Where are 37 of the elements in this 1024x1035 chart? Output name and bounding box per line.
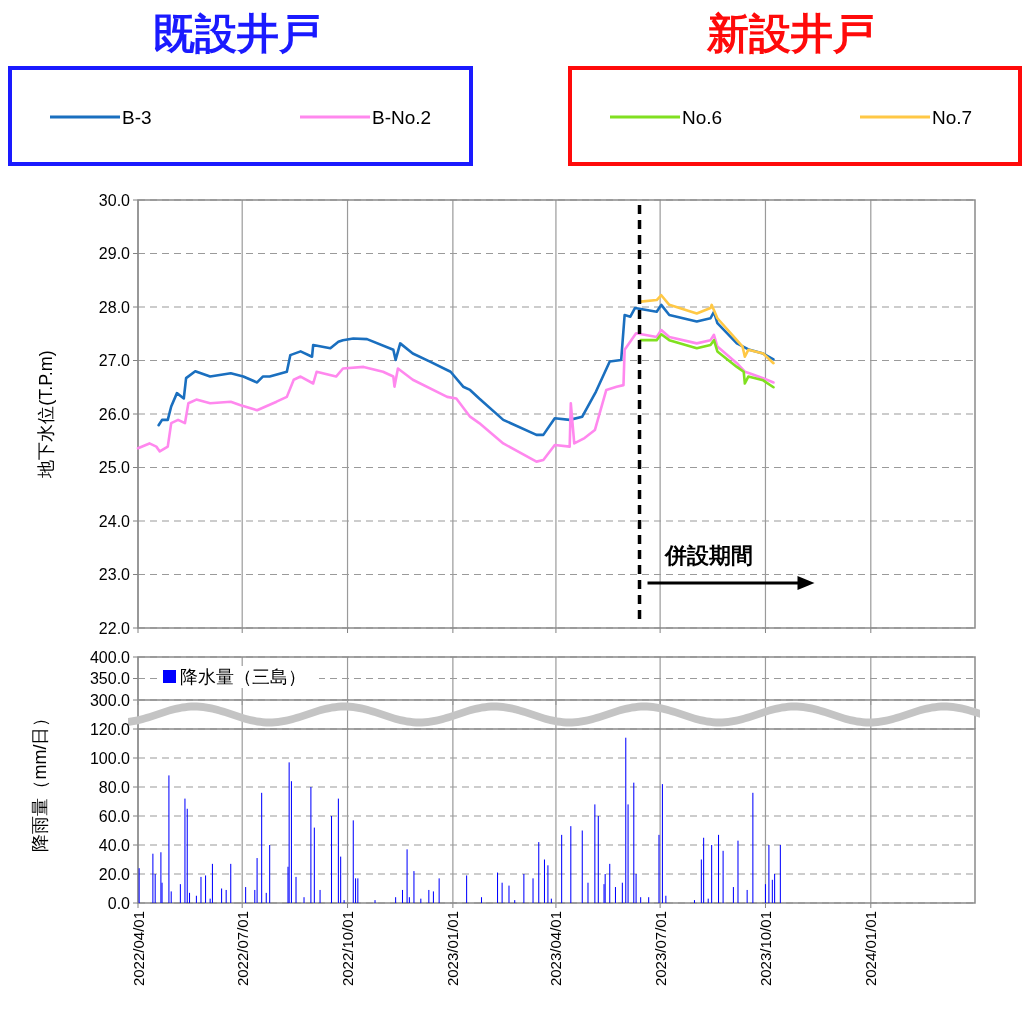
x-tick-label: 2023/01/01 [444, 911, 462, 987]
y-tick-label: 300.0 [89, 691, 131, 709]
y-tick-label: 350.0 [89, 670, 131, 687]
annotation: 併設期間 [663, 543, 753, 568]
y-tick-label: 60.0 [98, 807, 131, 825]
x-tick-label: 2023/10/01 [756, 911, 774, 987]
y-tick-label: 29.0 [98, 245, 131, 262]
x-tick-label: 2023/04/01 [547, 911, 565, 987]
legend-label: No.6 [682, 106, 723, 128]
y-tick-label: 120.0 [89, 720, 131, 738]
legend-label: No.7 [932, 106, 973, 128]
legend-label: 降水量（三島） [180, 667, 306, 687]
y-tick-label: 28.0 [98, 298, 131, 316]
y-tick-label: 27.0 [98, 352, 131, 369]
x-tick-label: 2022/07/01 [233, 911, 251, 987]
y-tick-label: 400.0 [89, 648, 131, 666]
text: 新設井戸 [706, 10, 875, 57]
y-tick-label: 25.0 [98, 459, 131, 476]
y-tick-label: 26.0 [98, 405, 131, 423]
x-tick-label: 2024/01/01 [862, 911, 880, 987]
text: 既設井戸 [152, 10, 321, 57]
y-tick-label: 23.0 [98, 566, 131, 583]
x-tick-label: 2023/07/01 [651, 911, 669, 987]
y-tick-label: 22.0 [98, 619, 131, 637]
y-tick-label: 80.0 [98, 778, 131, 796]
legend-label: B-3 [122, 106, 152, 128]
y-tick-label: 24.0 [98, 512, 131, 530]
x-tick-label: 2022/04/01 [129, 911, 147, 987]
y-axis-title: 地下水位(T.P.m) [36, 350, 56, 479]
y-tick-label: 20.0 [98, 865, 131, 883]
y-axis-title: 降雨量（mm/日） [30, 708, 50, 852]
y-tick-label: 100.0 [89, 749, 131, 767]
x-tick-label: 2022/10/01 [339, 911, 357, 987]
legend-label: B-No.2 [372, 106, 432, 128]
y-tick-label: 40.0 [98, 836, 131, 854]
y-tick-label: 0.0 [107, 894, 131, 912]
y-tick-label: 30.0 [98, 191, 131, 209]
